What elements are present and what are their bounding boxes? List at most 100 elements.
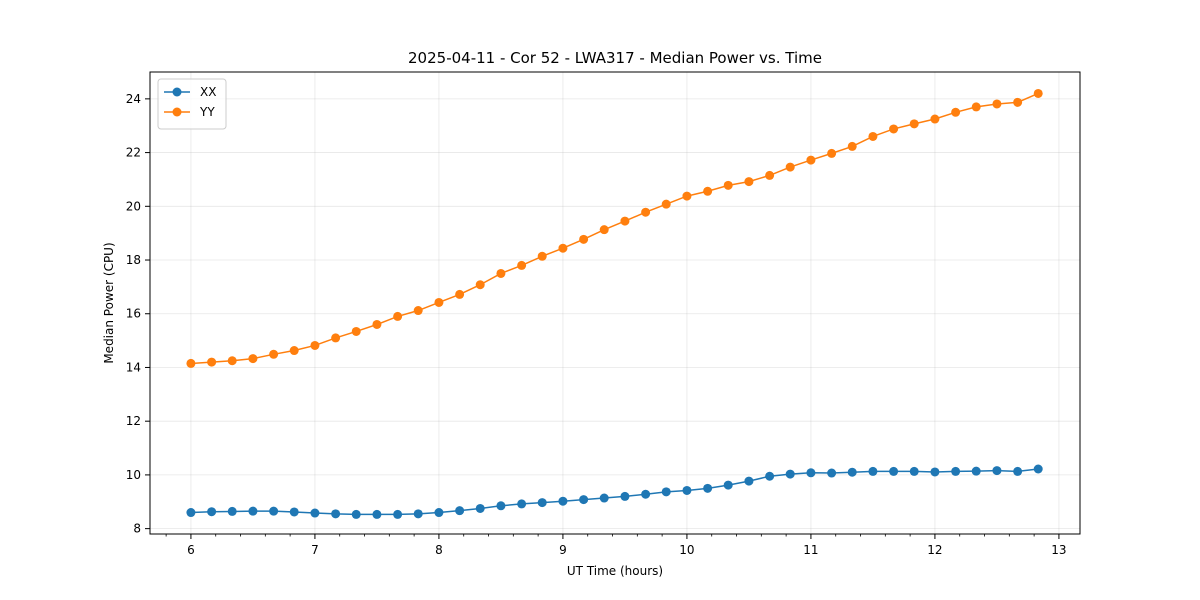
- data-point-yy: [620, 216, 630, 226]
- data-point-yy: [558, 243, 568, 253]
- data-point-xx: [496, 501, 506, 511]
- data-point-xx: [847, 467, 857, 477]
- data-point-xx: [599, 493, 609, 503]
- x-tick-label: 9: [559, 543, 567, 557]
- data-point-yy: [310, 340, 320, 350]
- data-point-yy: [889, 124, 899, 134]
- data-point-yy: [1013, 97, 1023, 107]
- data-point-xx: [641, 489, 651, 499]
- data-point-yy: [372, 319, 382, 329]
- data-point-yy: [703, 186, 713, 196]
- data-point-yy: [207, 357, 217, 367]
- data-point-yy: [723, 180, 733, 190]
- y-tick-label: 20: [126, 199, 141, 213]
- data-point-yy: [909, 119, 919, 129]
- y-tick-label: 22: [126, 146, 141, 160]
- data-point-yy: [661, 199, 671, 209]
- data-point-yy: [475, 280, 485, 290]
- data-point-yy: [992, 99, 1002, 109]
- chart-title: 2025-04-11 - Cor 52 - LWA317 - Median Po…: [408, 49, 822, 67]
- data-point-yy: [517, 260, 527, 270]
- legend-marker: [172, 107, 182, 117]
- legend-label: XX: [200, 85, 216, 99]
- data-point-xx: [434, 508, 444, 518]
- data-point-xx: [517, 499, 527, 509]
- data-point-xx: [413, 509, 423, 519]
- data-point-yy: [579, 234, 589, 244]
- data-point-xx: [723, 480, 733, 490]
- data-point-xx: [744, 476, 754, 486]
- data-point-xx: [558, 496, 568, 506]
- x-axis: 6 7 8 9 10 11 12 13: [165, 534, 1067, 557]
- data-point-xx: [703, 483, 713, 493]
- data-point-yy: [331, 333, 341, 343]
- plot-area-frame: [149, 71, 1081, 535]
- data-point-xx: [186, 508, 196, 518]
- y-tick-label: 12: [126, 414, 141, 428]
- data-point-yy: [186, 358, 196, 368]
- data-point-yy: [599, 225, 609, 235]
- data-point-xx: [372, 509, 382, 519]
- legend-item-yy: YY: [164, 105, 215, 119]
- data-point-yy: [413, 306, 423, 316]
- data-point-xx: [331, 509, 341, 519]
- data-point-xx: [992, 466, 1002, 476]
- x-tick-label: 6: [187, 543, 195, 557]
- x-tick-label: 12: [927, 543, 942, 557]
- data-point-xx: [909, 466, 919, 476]
- data-point-yy: [971, 102, 981, 112]
- data-point-xx: [455, 506, 465, 516]
- legend-label: YY: [199, 105, 215, 119]
- data-point-xx: [289, 507, 299, 517]
- data-point-yy: [434, 297, 444, 307]
- data-point-yy: [785, 162, 795, 172]
- data-point-xx: [827, 468, 837, 478]
- y-axis: 8 10 12 14 16 18 20 22 24: [126, 92, 150, 536]
- legend-marker: [172, 87, 182, 97]
- data-point-xx: [269, 506, 279, 516]
- y-axis-title: Median Power (CPU): [102, 242, 116, 363]
- data-point-xx: [971, 466, 981, 476]
- legend-item-xx: XX: [164, 85, 216, 99]
- data-point-yy: [351, 326, 361, 336]
- data-point-xx: [248, 506, 258, 516]
- x-tick-label: 7: [311, 543, 319, 557]
- data-point-yy: [1033, 88, 1043, 98]
- data-point-yy: [227, 356, 237, 366]
- series-layer: [186, 88, 1043, 519]
- x-tick-label: 11: [803, 543, 818, 557]
- x-tick-label: 8: [435, 543, 443, 557]
- data-point-xx: [1013, 466, 1023, 476]
- data-point-xx: [765, 471, 775, 481]
- data-point-yy: [496, 268, 506, 278]
- y-tick-label: 16: [126, 307, 141, 321]
- series-yy: [186, 88, 1043, 368]
- data-point-xx: [310, 508, 320, 518]
- data-point-yy: [641, 207, 651, 217]
- data-point-yy: [827, 148, 837, 158]
- data-point-yy: [269, 349, 279, 359]
- data-point-xx: [351, 509, 361, 519]
- series-xx: [186, 464, 1043, 519]
- data-point-yy: [289, 346, 299, 356]
- x-tick-label: 10: [679, 543, 694, 557]
- data-point-yy: [455, 289, 465, 299]
- y-tick-label: 10: [126, 468, 141, 482]
- data-point-yy: [847, 141, 857, 151]
- data-point-xx: [475, 503, 485, 513]
- data-point-xx: [806, 468, 816, 478]
- x-axis-title: UT Time (hours): [567, 564, 663, 578]
- data-point-xx: [951, 466, 961, 476]
- data-point-yy: [682, 191, 692, 201]
- x-tick-label: 13: [1051, 543, 1066, 557]
- data-point-yy: [806, 155, 816, 165]
- data-point-xx: [785, 469, 795, 479]
- data-point-xx: [661, 487, 671, 497]
- data-point-yy: [951, 107, 961, 117]
- data-point-yy: [744, 177, 754, 187]
- data-point-xx: [620, 491, 630, 501]
- data-point-yy: [248, 354, 258, 364]
- data-point-xx: [868, 466, 878, 476]
- grid: [150, 72, 1080, 534]
- data-point-yy: [393, 311, 403, 321]
